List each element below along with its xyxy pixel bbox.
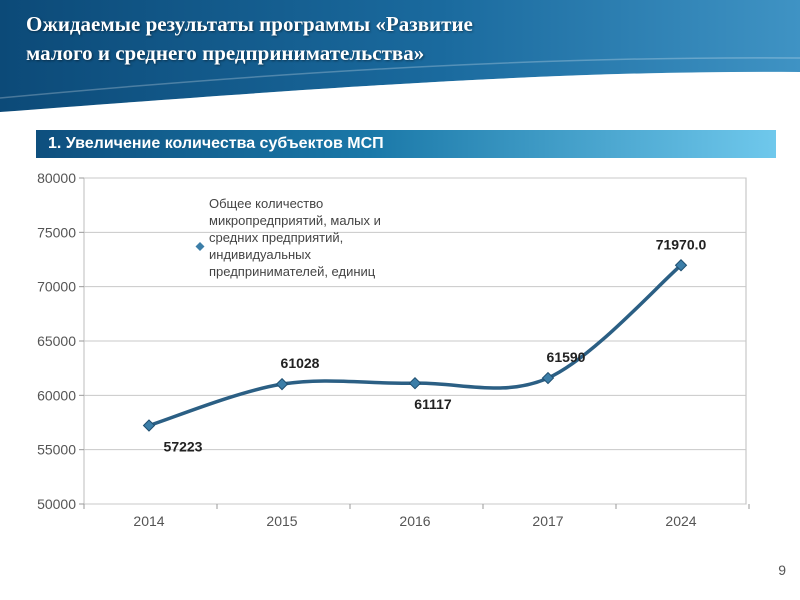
legend-entry: Общее количество микропредприятий, малых … xyxy=(209,196,381,279)
slide-title: Ожидаемые результаты программы «Развитие… xyxy=(26,10,766,68)
data-label: 61117 xyxy=(414,396,452,412)
data-label: 57223 xyxy=(164,439,203,455)
y-tick-label: 70000 xyxy=(37,279,76,295)
data-label: 61028 xyxy=(281,355,320,371)
y-tick-label: 55000 xyxy=(37,442,76,458)
y-tick-label: 75000 xyxy=(37,224,76,240)
y-tick-label: 80000 xyxy=(37,170,76,186)
section-heading: 1. Увеличение количества субъектов МСП xyxy=(36,130,776,158)
x-tick-label: 2017 xyxy=(532,513,563,529)
data-point xyxy=(142,419,156,432)
page-number: 9 xyxy=(778,562,786,578)
data-point xyxy=(408,376,422,390)
header-banner xyxy=(0,0,800,120)
data-label: 71970.0 xyxy=(656,236,707,252)
line-chart: 50000 55000 60000 65000 70000 75000 80000 2014… xyxy=(37,170,750,529)
data-label: 61590 xyxy=(547,349,586,365)
x-tick-label: 2014 xyxy=(133,513,164,529)
x-tick-label: 2015 xyxy=(266,513,297,529)
x-tick-label: 2024 xyxy=(665,513,696,529)
data-point xyxy=(541,371,555,385)
slide-title-line-2: малого и среднего предпринимательства» xyxy=(26,41,425,65)
y-tick-label: 60000 xyxy=(37,387,76,403)
slide-title-line-1: Ожидаемые результаты программы «Развитие xyxy=(26,12,473,36)
legend-marker-icon xyxy=(195,242,205,251)
x-tick-label: 2016 xyxy=(399,513,430,529)
data-point xyxy=(275,377,289,391)
y-tick-label: 65000 xyxy=(37,333,76,349)
data-point xyxy=(674,259,688,272)
y-tick-label: 50000 xyxy=(37,496,76,512)
